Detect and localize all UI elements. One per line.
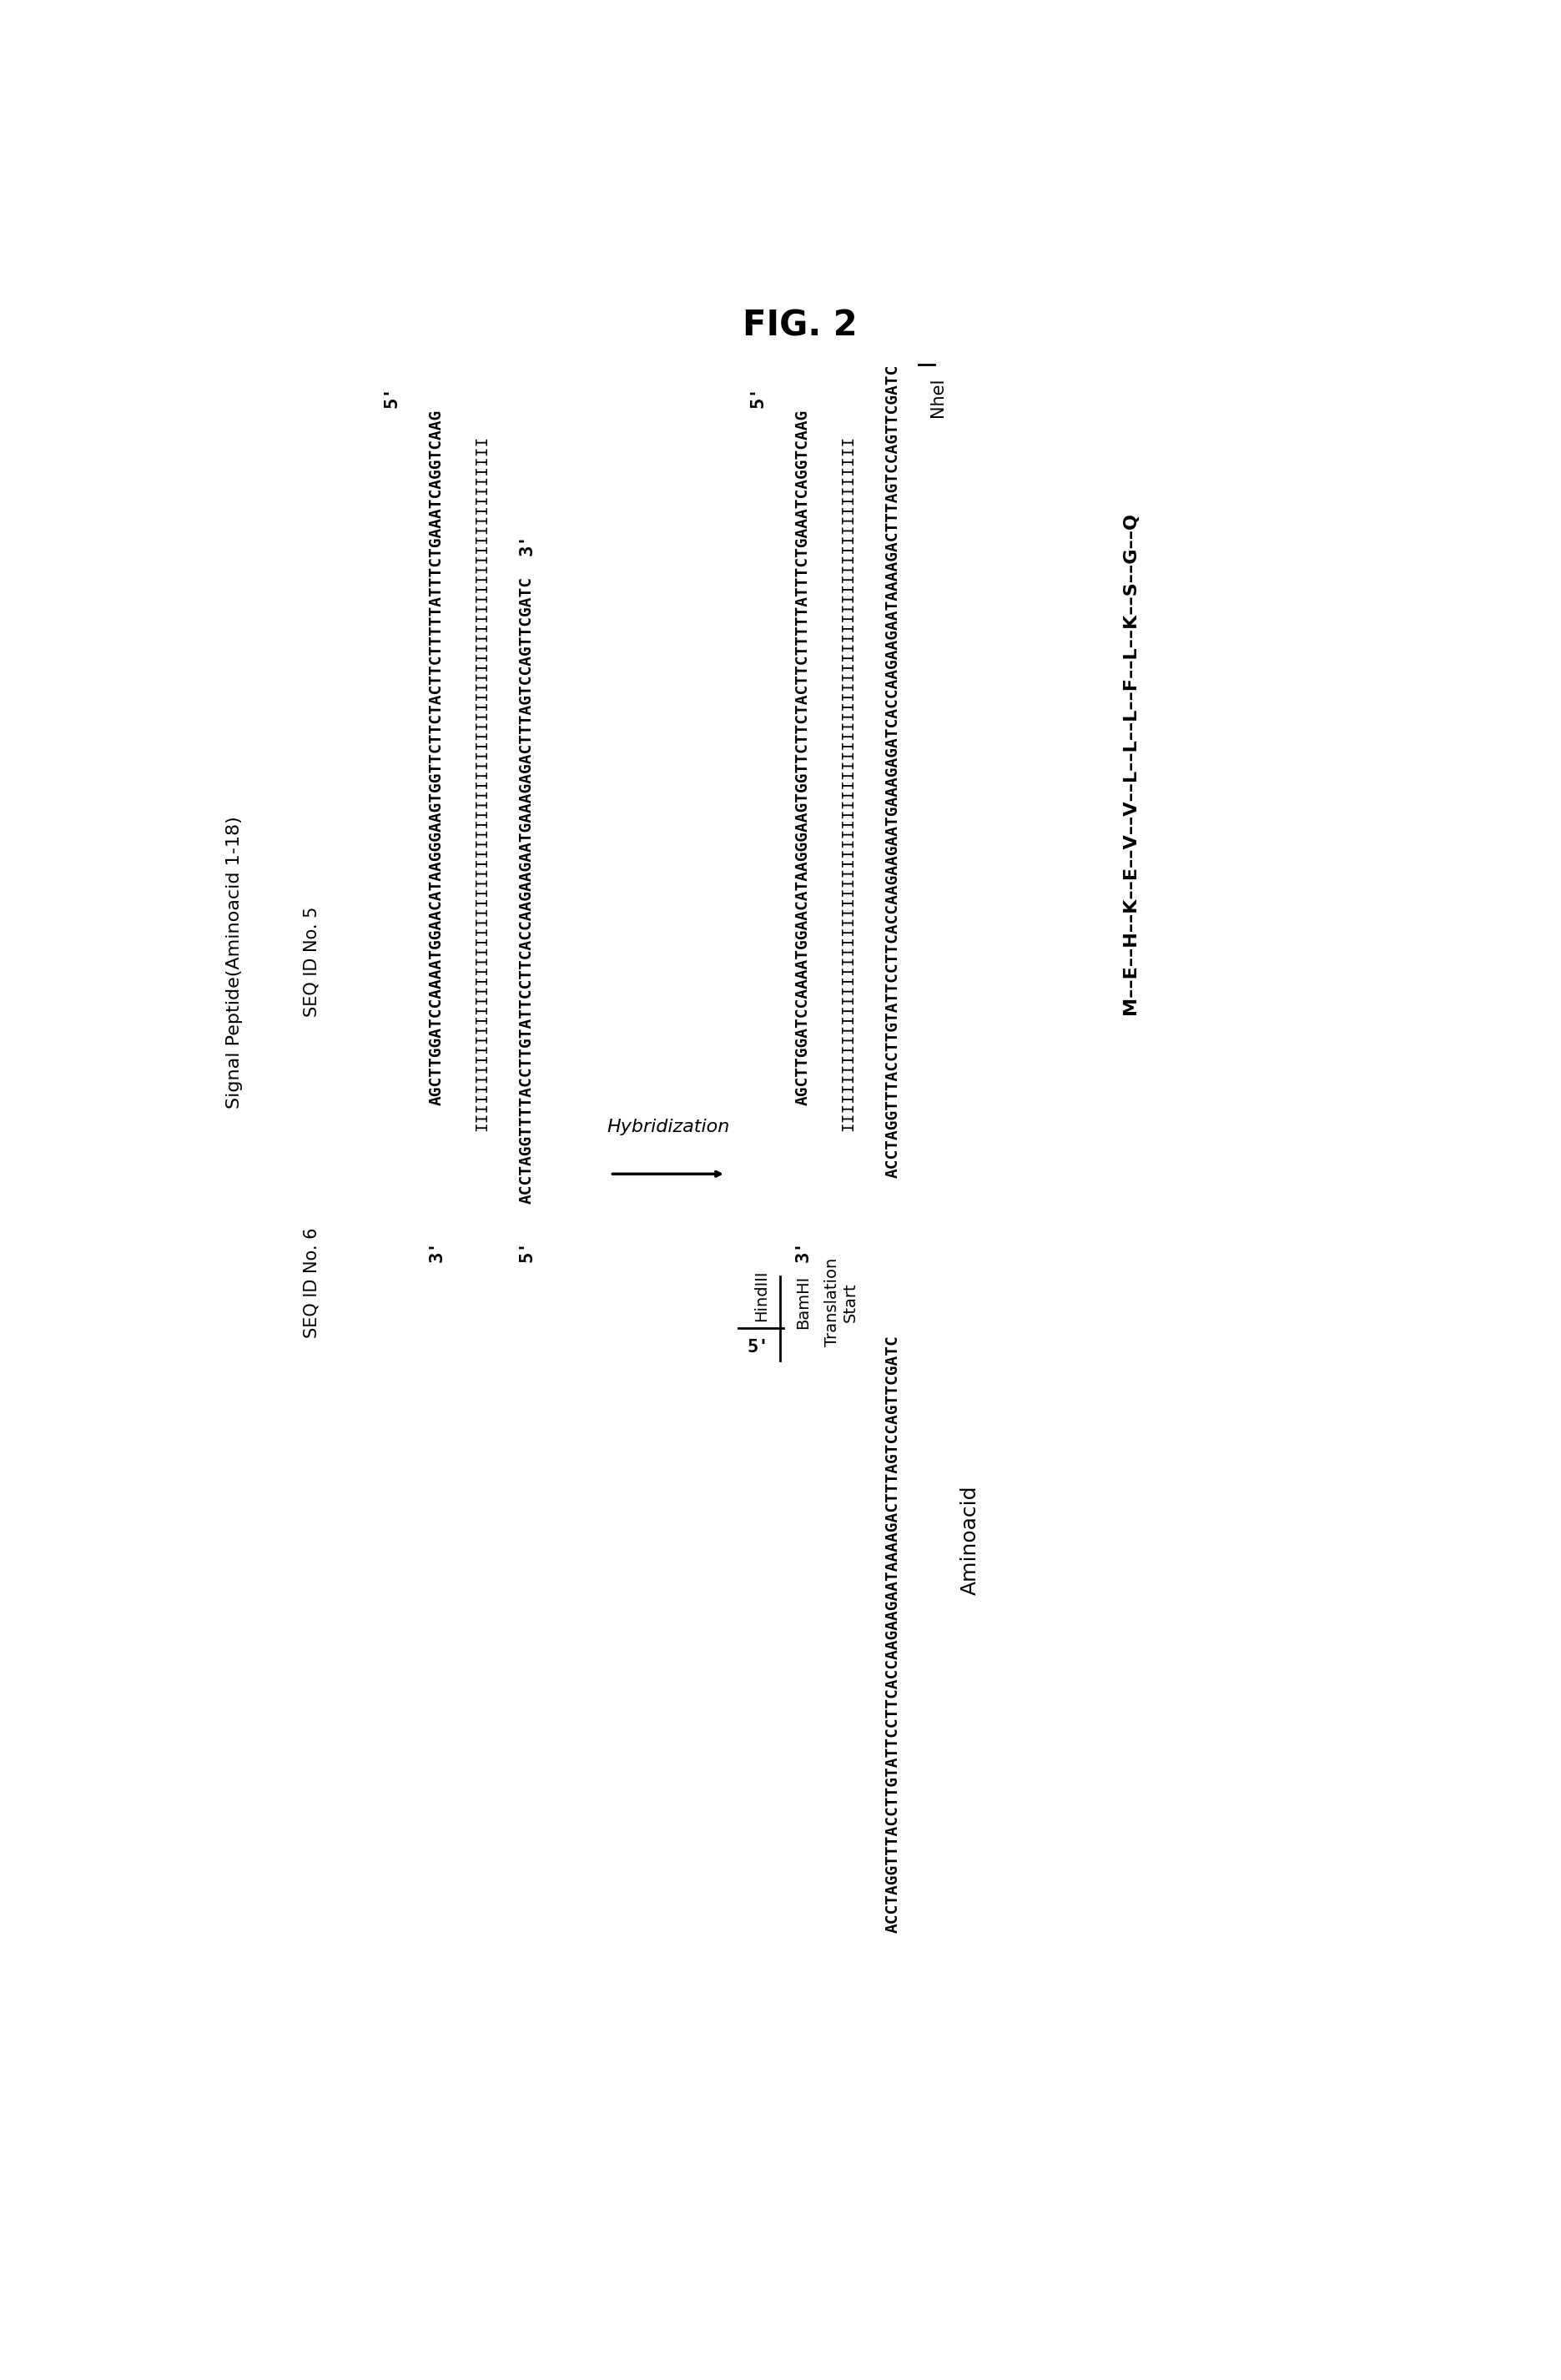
Text: 3': 3' xyxy=(428,1240,445,1261)
Text: SEQ ID No. 5: SEQ ID No. 5 xyxy=(303,907,320,1016)
Text: IIIIIIIIIIIIIIIIIIIIIIIIIIIIIIIIIIIIIIIIIIIIIIIIIIIIIIIIIIIIIIIIIIIIIII: IIIIIIIIIIIIIIIIIIIIIIIIIIIIIIIIIIIIIIII… xyxy=(840,436,855,1130)
Text: FIG. 2: FIG. 2 xyxy=(743,309,857,343)
Text: Translation
Start: Translation Start xyxy=(824,1259,859,1347)
Text: M––E––H––K––E––V––V––L––L––L––F––L––K––S––G––Q: M––E––H––K––E––V––V––L––L––L––F––L––K––S… xyxy=(1122,512,1140,1014)
Text: Hybridization: Hybridization xyxy=(607,1119,729,1135)
Text: Aminoacid: Aminoacid xyxy=(960,1485,980,1595)
Text: 3': 3' xyxy=(795,1240,812,1261)
Text: HindIII: HindIII xyxy=(754,1271,770,1321)
Text: ACCTAGGTTTTACCTTGTATTCCTTCACCAAGAAGAATGAAAGAGACTTTAGTCCAGTTCGATC: ACCTAGGTTTTACCTTGTATTCCTTCACCAAGAAGAATGA… xyxy=(518,576,534,1204)
Text: ACCTAGGTTTACCTTGTATTCCTTCACCAAGAAGAATAAAAGACTTTAGTCCAGTTCGATC: ACCTAGGTTTACCTTGTATTCCTTCACCAAGAAGAATAAA… xyxy=(885,1335,901,1933)
Text: AGCTTGGATCCAAAATGGAACATAAGGGAAGTGGTTCTTCTACTTCTTTTTATTTCTGAAATCAGGTCAAG: AGCTTGGATCCAAAATGGAACATAAGGGAAGTGGTTCTTC… xyxy=(795,409,810,1107)
Text: 5': 5' xyxy=(746,1340,770,1357)
Text: AGCTTGGATCCAAAATGGAACATAAGGGAAGTGGTTCTTCTACTTCTTTTTATTTCTGAAATCAGGTCAAG: AGCTTGGATCCAAAATGGAACATAAGGGAAGTGGTTCTTC… xyxy=(429,409,445,1107)
Text: 3': 3' xyxy=(518,533,535,555)
Text: SEQ ID No. 6: SEQ ID No. 6 xyxy=(303,1228,320,1338)
Text: ACCTAGGTTTACCTTGTATTCCTTCACCAAGAAGAATGAAAGAGATCACCAAGAAGAATAAAAGACTTTAGTCCAGTTCG: ACCTAGGTTTACCTTGTATTCCTTCACCAAGAAGAATGAA… xyxy=(885,364,901,1178)
Text: IIIIIIIIIIIIIIIIIIIIIIIIIIIIIIIIIIIIIIIIIIIIIIIIIIIIIIIIIIIIIIIIIIIIIII: IIIIIIIIIIIIIIIIIIIIIIIIIIIIIIIIIIIIIIII… xyxy=(475,436,490,1130)
Text: BamHI: BamHI xyxy=(795,1276,810,1328)
Text: 5': 5' xyxy=(518,1240,535,1261)
Text: 5': 5' xyxy=(749,386,766,407)
Text: Signal Peptide(Aminoacid 1-18): Signal Peptide(Aminoacid 1-18) xyxy=(226,816,242,1109)
Text: NheI: NheI xyxy=(929,378,946,416)
Text: 5': 5' xyxy=(384,386,400,407)
